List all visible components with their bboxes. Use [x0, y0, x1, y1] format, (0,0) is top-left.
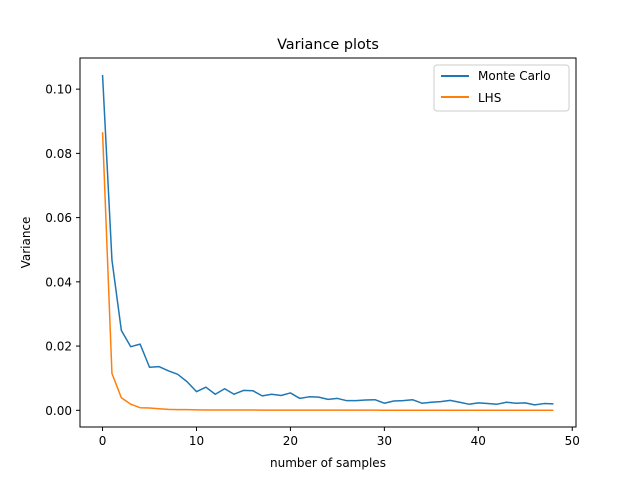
x-tick-label: 40	[471, 434, 486, 448]
series-line-lhs	[101, 132, 554, 411]
x-tick-label: 10	[189, 434, 204, 448]
y-tick-label: 0.00	[45, 404, 72, 418]
chart-title: Variance plots	[277, 37, 379, 53]
y-tick-label: 0.08	[45, 147, 72, 161]
plot-area-frame	[79, 57, 577, 428]
y-tick-label: 0.02	[45, 340, 72, 354]
plot-series-layer	[101, 74, 554, 411]
series-line-monte-carlo	[101, 74, 554, 406]
y-tick-label: 0.04	[45, 275, 72, 289]
y-axis-label: Variance	[19, 217, 33, 269]
y-tick-label: 0.06	[45, 211, 72, 225]
x-axis-ticks: 0 10 20 30 40 50	[99, 427, 580, 448]
y-tick-label: 0.10	[45, 83, 72, 97]
x-tick-label: 50	[565, 434, 580, 448]
legend-label-monte-carlo: Monte Carlo	[478, 69, 551, 83]
x-tick-label: 20	[283, 434, 298, 448]
y-axis-ticks: 0.00 0.02 0.04 0.06 0.08 0.10	[45, 83, 80, 418]
legend-label-lhs: LHS	[478, 91, 501, 105]
x-tick-label: 30	[377, 434, 392, 448]
x-tick-label: 0	[99, 434, 107, 448]
x-axis-label: number of samples	[270, 456, 386, 470]
legend: Monte Carlo LHS	[433, 64, 570, 112]
